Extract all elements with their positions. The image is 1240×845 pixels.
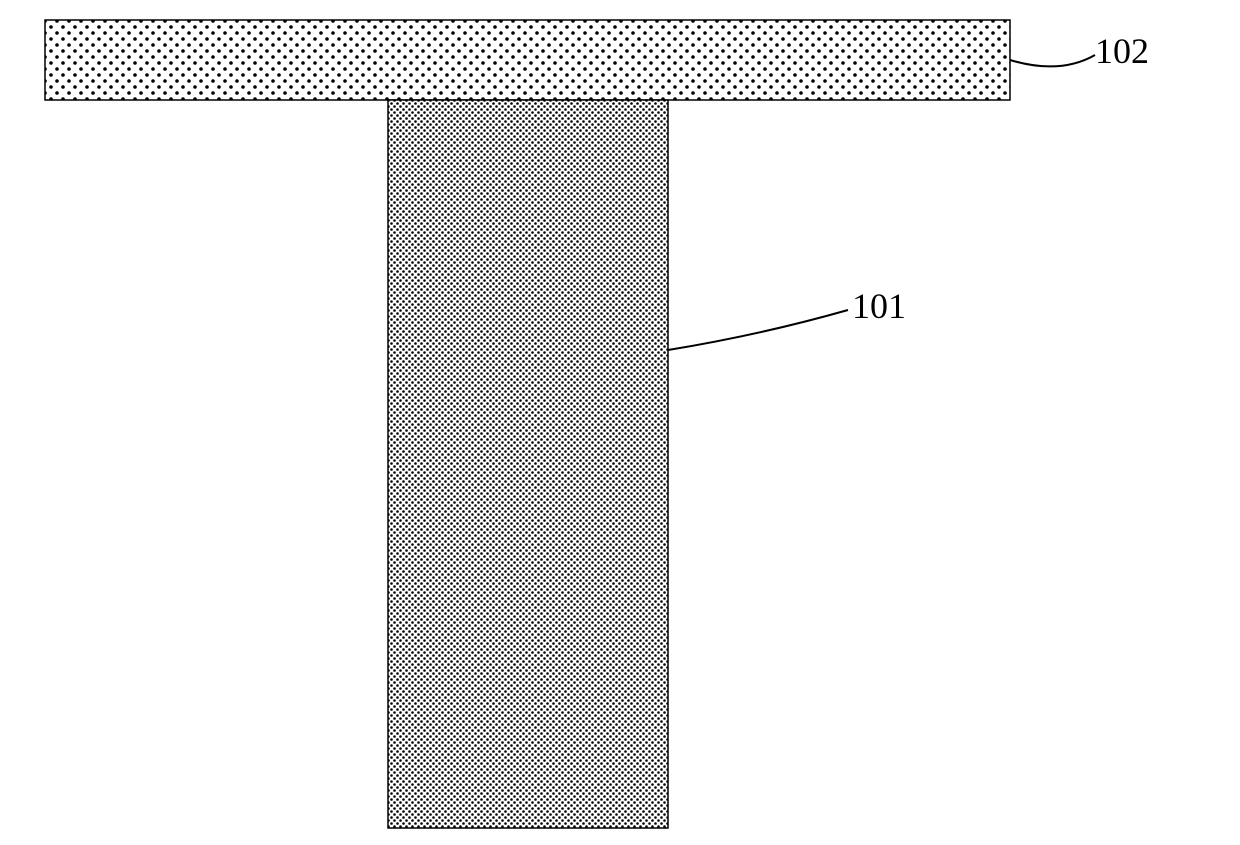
technical-diagram: 102 101: [0, 0, 1240, 845]
vertical-bar-101: [388, 100, 668, 828]
horizontal-bar-102: [45, 20, 1010, 100]
label-101: 101: [852, 285, 906, 327]
diagram-svg: [0, 0, 1240, 845]
leader-line-101: [668, 310, 848, 350]
leader-line-102: [1010, 55, 1095, 66]
label-102: 102: [1095, 30, 1149, 72]
